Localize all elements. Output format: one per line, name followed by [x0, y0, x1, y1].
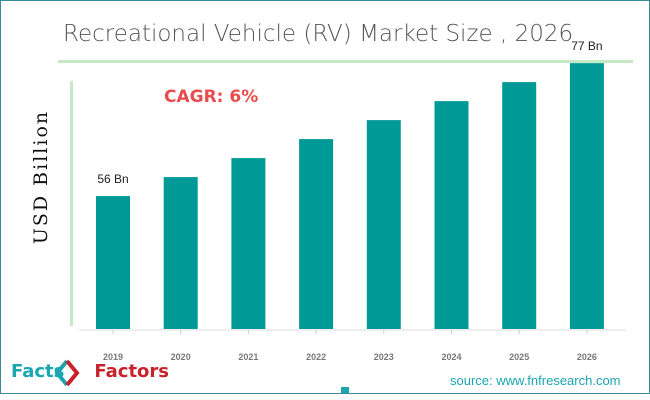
- x-tick-label: 2020: [171, 352, 191, 362]
- bar-2023: [366, 120, 401, 329]
- bar-2025: [502, 82, 537, 329]
- x-tick-label: 2022: [306, 352, 326, 362]
- bar-2019: [96, 196, 130, 329]
- bar-2022: [299, 139, 334, 329]
- logo-mark-icon: [54, 359, 80, 387]
- bar-2026: [569, 63, 604, 329]
- x-tick-label: 2021: [238, 352, 258, 362]
- x-tick-label: 2023: [374, 352, 394, 362]
- x-tick-label: 2019: [103, 352, 123, 362]
- data-label: 56 Bn: [97, 172, 128, 186]
- logo-left-text: Facts: [11, 361, 65, 382]
- x-tick-label: 2024: [441, 352, 461, 362]
- facts-factors-logo: Facts Factors: [11, 361, 169, 382]
- bar-chart: 2019 56 Bn 2020 2021 2022 2023 2024 2025 2026 77 …: [79, 39, 626, 362]
- x-tick-label: 2025: [509, 352, 529, 362]
- bar-2024: [434, 101, 469, 330]
- data-label: 77 Bn: [571, 39, 602, 53]
- bar-2021: [231, 158, 266, 329]
- chart-title: Recreational Vehicle (RV) Market Size , …: [63, 21, 574, 47]
- x-tick-label: 2026: [577, 352, 597, 362]
- title-underline: [58, 60, 633, 63]
- logo-right-text: Factors: [94, 361, 170, 382]
- legend-marker: [341, 387, 349, 393]
- bar-2020: [163, 177, 198, 329]
- y-axis-line: [70, 81, 73, 326]
- cagr-annotation: CAGR: 6%: [164, 87, 259, 107]
- source-text: source: www.fnfresearch.com: [450, 373, 621, 388]
